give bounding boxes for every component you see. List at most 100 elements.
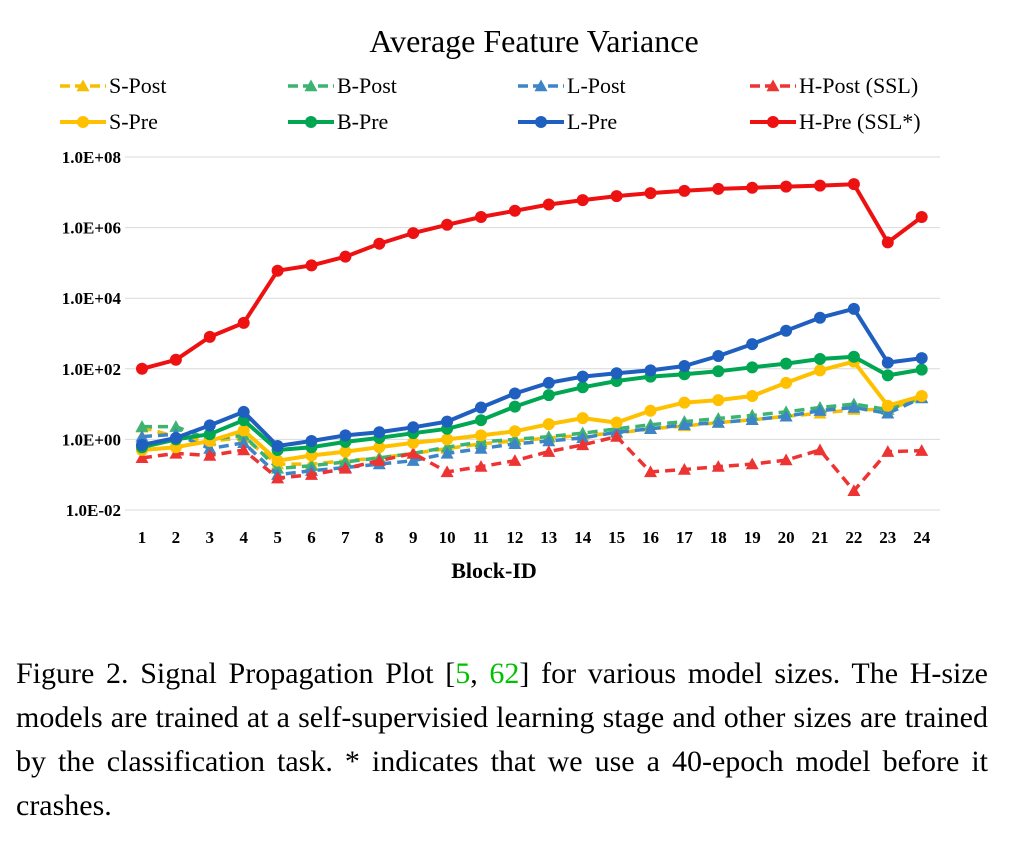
data-point xyxy=(271,440,284,453)
data-point xyxy=(475,429,487,442)
y-tick-label: 1.0E-02 xyxy=(66,501,121,520)
data-point xyxy=(475,401,487,414)
data-point xyxy=(746,361,759,374)
legend-entry: H-Pre (SSL*) xyxy=(750,109,921,134)
data-point xyxy=(135,451,149,464)
data-point xyxy=(338,461,352,474)
legend-marker xyxy=(535,116,547,128)
series-line xyxy=(141,182,923,371)
legend-entry: H-Post (SSL) xyxy=(750,73,918,98)
x-tick-label: 17 xyxy=(676,528,694,547)
data-point xyxy=(678,368,691,381)
data-point xyxy=(644,187,657,200)
x-tick-label: 4 xyxy=(239,528,248,547)
legend-marker xyxy=(766,79,780,92)
data-point xyxy=(440,465,454,478)
data-point xyxy=(746,181,759,194)
data-point xyxy=(135,420,149,432)
data-point xyxy=(779,453,793,466)
data-point xyxy=(441,415,454,428)
x-tick-label: 22 xyxy=(845,528,862,547)
data-point xyxy=(780,357,793,370)
legend-entry: B-Pre xyxy=(288,109,388,134)
data-point xyxy=(847,350,860,363)
caption-separator: , xyxy=(470,657,490,690)
data-point xyxy=(407,421,420,434)
y-axis-ticks: 1.0E-02 1.0E+00 1.0E+02 1.0E+04 1.0E+06 1.0E+… xyxy=(62,148,122,520)
data-point xyxy=(542,389,555,402)
data-point xyxy=(542,376,555,389)
x-tick-label: 21 xyxy=(812,528,829,547)
data-point xyxy=(610,190,623,203)
series-l-pre xyxy=(136,302,928,453)
x-tick-label: 1 xyxy=(138,528,147,547)
data-point xyxy=(406,446,420,459)
data-point xyxy=(475,414,487,427)
legend-marker xyxy=(77,116,89,128)
data-point xyxy=(610,430,624,442)
data-point xyxy=(881,236,894,249)
data-point xyxy=(780,324,793,337)
series-h-pre-ssl xyxy=(136,178,928,375)
x-tick-label: 8 xyxy=(375,528,384,547)
data-point xyxy=(746,338,759,351)
data-point xyxy=(576,194,589,207)
data-point xyxy=(305,259,318,272)
series-line xyxy=(141,354,923,452)
data-point xyxy=(712,182,725,195)
data-point xyxy=(746,389,759,402)
legend-label: S-Post xyxy=(109,73,166,98)
data-point xyxy=(711,416,725,428)
data-point xyxy=(237,424,250,437)
x-tick-label: 14 xyxy=(574,528,592,547)
data-point xyxy=(847,302,860,315)
data-point xyxy=(677,463,691,475)
data-point xyxy=(780,376,793,389)
x-tick-label: 12 xyxy=(506,528,523,547)
data-point xyxy=(712,350,725,363)
x-tick-label: 11 xyxy=(473,528,489,547)
data-point xyxy=(644,364,657,377)
citation-link-2[interactable]: 62 xyxy=(489,657,520,690)
data-point xyxy=(169,353,182,366)
data-point xyxy=(847,178,860,191)
data-point xyxy=(814,352,826,365)
data-point xyxy=(508,204,521,217)
legend-marker xyxy=(305,116,317,128)
data-point xyxy=(644,422,657,434)
data-point xyxy=(881,399,894,412)
legend-marker xyxy=(767,116,779,128)
x-tick-label: 20 xyxy=(778,528,795,547)
data-point xyxy=(677,418,691,430)
legend-entry: B-Post xyxy=(288,73,397,98)
x-tick-label: 9 xyxy=(409,528,418,547)
data-point xyxy=(407,436,420,449)
data-point xyxy=(813,404,827,416)
data-point xyxy=(847,484,861,496)
data-point xyxy=(814,364,826,377)
data-point xyxy=(237,436,251,449)
data-point xyxy=(373,441,386,454)
data-point xyxy=(745,413,759,425)
data-point xyxy=(203,419,216,432)
legend-entry: S-Pre xyxy=(60,109,158,134)
series-s-pre xyxy=(136,355,928,467)
data-point xyxy=(814,311,826,324)
x-tick-label: 6 xyxy=(307,528,316,547)
y-tick-label: 1.0E+08 xyxy=(62,148,121,167)
data-point xyxy=(169,431,182,444)
data-point xyxy=(441,218,454,231)
data-point xyxy=(136,438,148,451)
legend-marker xyxy=(534,79,548,92)
plot-area xyxy=(135,178,929,496)
citation-link-1[interactable]: 5 xyxy=(455,657,471,690)
data-point xyxy=(542,434,556,447)
data-point xyxy=(610,416,623,429)
legend-label: S-Pre xyxy=(109,109,158,134)
data-point xyxy=(169,420,183,432)
data-point xyxy=(814,179,826,192)
data-point xyxy=(474,460,488,472)
data-point xyxy=(508,425,521,438)
caption-suffix: ] for various model sizes. The H-size mo… xyxy=(16,657,988,822)
series-line xyxy=(141,359,923,463)
